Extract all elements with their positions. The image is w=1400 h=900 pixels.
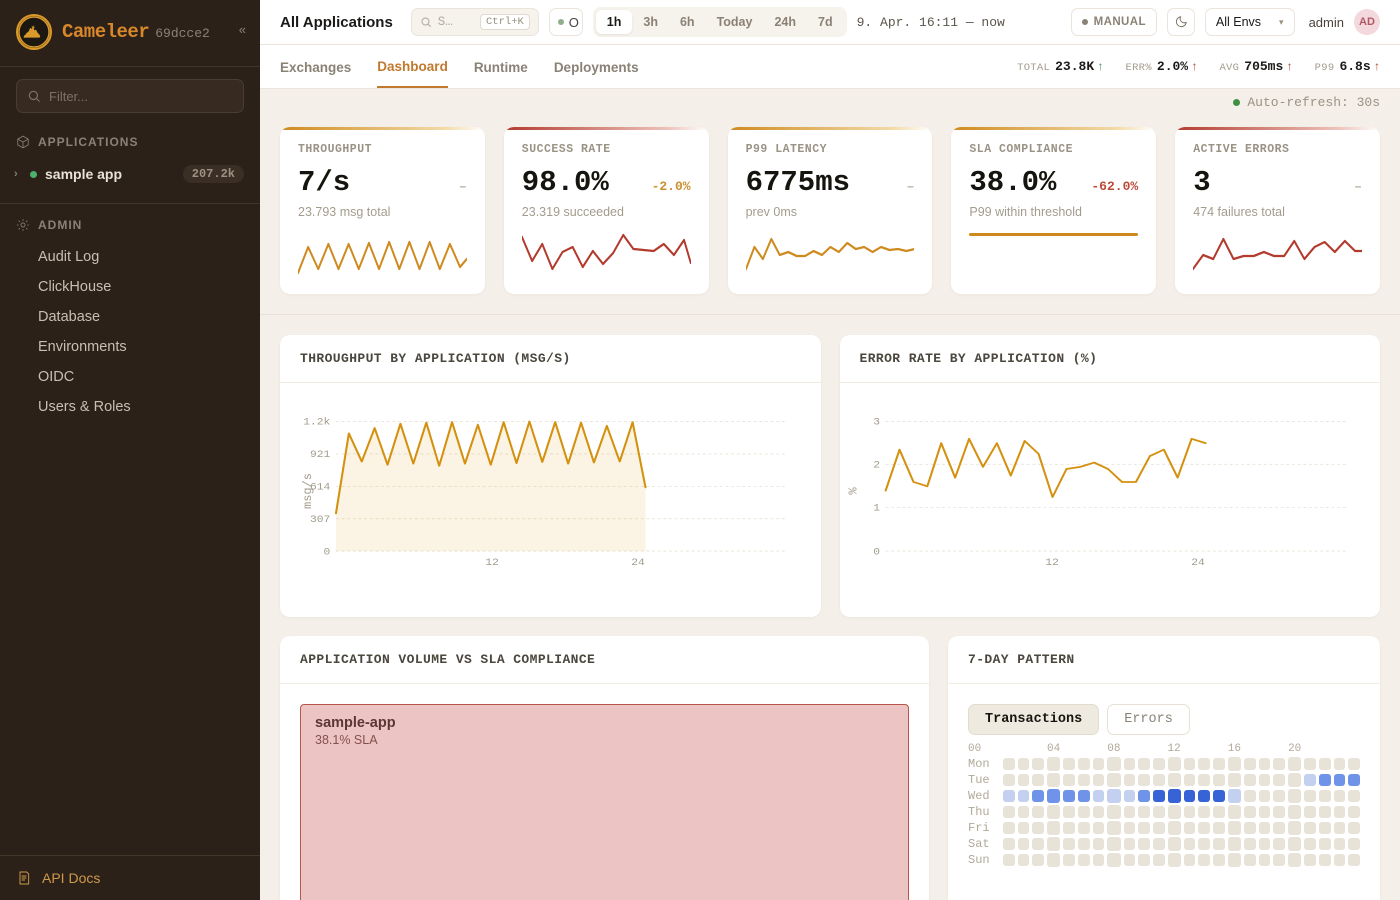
svg-text:1: 1 xyxy=(873,503,880,514)
svg-text:3: 3 xyxy=(873,417,880,428)
svg-text:1.2k: 1.2k xyxy=(303,417,330,428)
svg-text:0: 0 xyxy=(873,547,880,558)
svg-text:24: 24 xyxy=(1191,558,1205,569)
svg-text:24: 24 xyxy=(631,558,645,569)
svg-text:307: 307 xyxy=(310,515,330,526)
svg-text:12: 12 xyxy=(1045,558,1059,569)
svg-text:2: 2 xyxy=(873,460,880,471)
svg-text:0: 0 xyxy=(324,547,331,558)
svg-text:921: 921 xyxy=(310,450,330,461)
svg-text:12: 12 xyxy=(485,558,499,569)
